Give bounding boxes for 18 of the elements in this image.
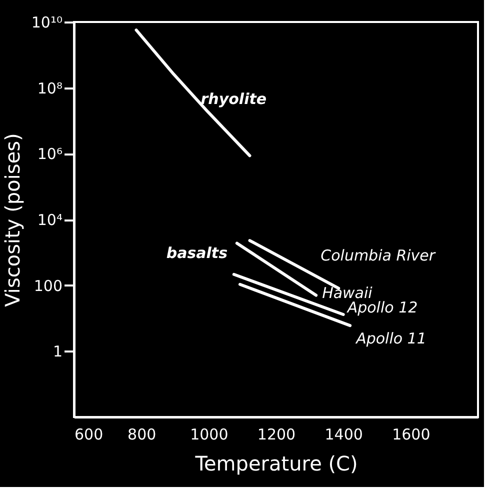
- x-tick-label: 1600: [392, 426, 430, 444]
- series-label: Apollo 11: [355, 330, 426, 348]
- y-tick-label: 10¹⁰: [31, 14, 62, 32]
- x-tick-label: 600: [74, 426, 104, 444]
- y-tick-label: 10⁸: [37, 79, 62, 98]
- x-axis-title: Temperature (C): [194, 452, 358, 476]
- series-label: Columbia River: [320, 246, 436, 264]
- y-tick-label: 1: [52, 342, 62, 361]
- x-tick-label: 1400: [324, 426, 363, 444]
- y-tick-label: 100: [34, 276, 62, 295]
- x-tick-label: 1000: [190, 426, 228, 444]
- series-label: rhyolite: [200, 90, 267, 108]
- y-tick-label: 10⁴: [37, 211, 62, 229]
- annotation: basalts: [166, 244, 228, 262]
- y-axis-title: Viscosity (poises): [0, 133, 24, 307]
- y-tick-label: 10⁶: [37, 145, 62, 164]
- x-tick-label: 1200: [257, 426, 296, 444]
- x-tick-label: 800: [128, 426, 156, 444]
